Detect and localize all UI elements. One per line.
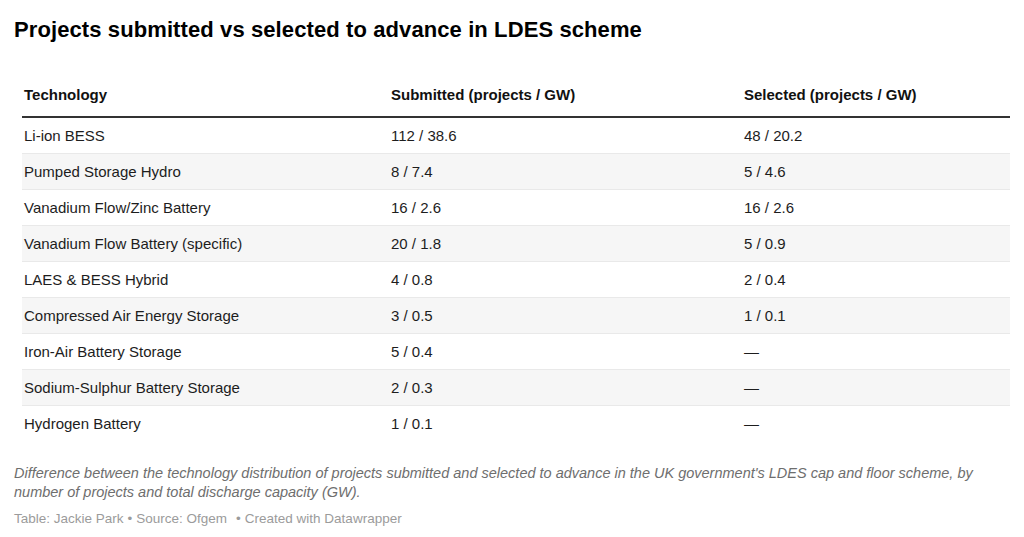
projects-table: Technology Submitted (projects / GW) Sel…	[22, 66, 1010, 441]
table-row: Vanadium Flow/Zinc Battery 16 / 2.6 16 /…	[22, 190, 1010, 226]
submitted-cell: 4 / 0.8	[389, 262, 742, 298]
table-row: Li-ion BESS 112 / 38.6 48 / 20.2	[22, 117, 1010, 154]
table-row: Iron-Air Battery Storage 5 / 0.4 —	[22, 334, 1010, 370]
technology-cell: LAES & BESS Hybrid	[22, 262, 389, 298]
table-body: Li-ion BESS 112 / 38.6 48 / 20.2 Pumped …	[22, 117, 1010, 441]
submitted-cell: 2 / 0.3	[389, 370, 742, 406]
selected-cell: —	[742, 334, 1010, 370]
table-row: LAES & BESS Hybrid 4 / 0.8 2 / 0.4	[22, 262, 1010, 298]
submitted-cell: 8 / 7.4	[389, 154, 742, 190]
technology-cell: Iron-Air Battery Storage	[22, 334, 389, 370]
table-row: Sodium-Sulphur Battery Storage 2 / 0.3 —	[22, 370, 1010, 406]
submitted-cell: 112 / 38.6	[389, 117, 742, 154]
datawrapper-table-page: Projects submitted vs selected to advanc…	[0, 0, 1024, 527]
selected-cell: 5 / 0.9	[742, 226, 1010, 262]
attribution-line: Table: Jackie Park•Source: Ofgem•Created…	[14, 510, 1010, 527]
technology-cell: Vanadium Flow Battery (specific)	[22, 226, 389, 262]
technology-cell: Compressed Air Energy Storage	[22, 298, 389, 334]
table-row: Pumped Storage Hydro 8 / 7.4 5 / 4.6	[22, 154, 1010, 190]
technology-cell: Hydrogen Battery	[22, 406, 389, 442]
selected-cell: —	[742, 406, 1010, 442]
selected-cell: 16 / 2.6	[742, 190, 1010, 226]
chart-description-note: Difference between the technology distri…	[14, 464, 1010, 502]
selected-cell: 5 / 4.6	[742, 154, 1010, 190]
submitted-cell: 20 / 1.8	[389, 226, 742, 262]
selected-cell: —	[742, 370, 1010, 406]
technology-cell: Pumped Storage Hydro	[22, 154, 389, 190]
column-header-selected: Selected (projects / GW)	[742, 66, 1010, 117]
selected-cell: 1 / 0.1	[742, 298, 1010, 334]
selected-cell: 2 / 0.4	[742, 262, 1010, 298]
column-header-submitted: Submitted (projects / GW)	[389, 66, 742, 117]
technology-cell: Sodium-Sulphur Battery Storage	[22, 370, 389, 406]
technology-cell: Li-ion BESS	[22, 117, 389, 154]
column-header-technology: Technology	[22, 66, 389, 117]
submitted-cell: 1 / 0.1	[389, 406, 742, 442]
technology-cell: Vanadium Flow/Zinc Battery	[22, 190, 389, 226]
created-with-datawrapper-link[interactable]: Created with Datawrapper	[245, 511, 402, 526]
submitted-cell: 16 / 2.6	[389, 190, 742, 226]
table-row: Hydrogen Battery 1 / 0.1 —	[22, 406, 1010, 442]
byline-text: Table: Jackie Park	[14, 511, 124, 526]
submitted-cell: 3 / 0.5	[389, 298, 742, 334]
bullet-separator: •	[236, 511, 241, 526]
source-text: Source: Ofgem	[136, 511, 227, 526]
chart-title: Projects submitted vs selected to advanc…	[14, 16, 1010, 44]
selected-cell: 48 / 20.2	[742, 117, 1010, 154]
table-header-row: Technology Submitted (projects / GW) Sel…	[22, 66, 1010, 117]
bullet-separator: •	[128, 511, 133, 526]
submitted-cell: 5 / 0.4	[389, 334, 742, 370]
table-row: Vanadium Flow Battery (specific) 20 / 1.…	[22, 226, 1010, 262]
table-row: Compressed Air Energy Storage 3 / 0.5 1 …	[22, 298, 1010, 334]
